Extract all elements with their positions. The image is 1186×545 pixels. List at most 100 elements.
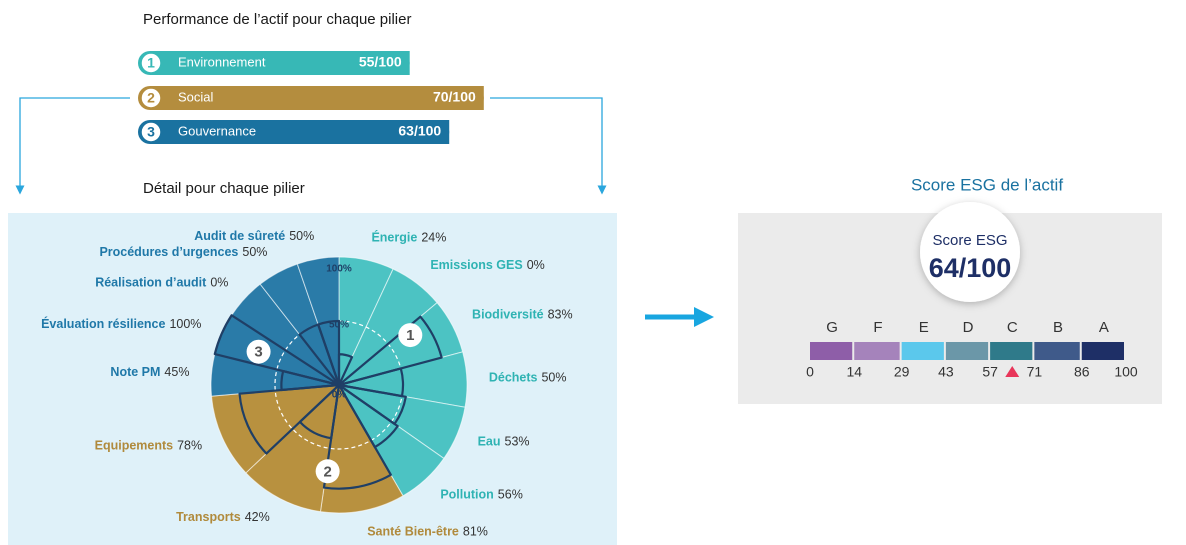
group-number: 3 — [254, 344, 262, 361]
x-tick-label: 86 — [1074, 364, 1090, 380]
value-outline — [317, 319, 341, 387]
slice-label: Emissions GES 0% — [430, 258, 544, 272]
value-outline — [337, 315, 443, 387]
slice-label: Transports 42% — [176, 510, 270, 524]
grade-segment — [854, 342, 900, 360]
category-name: Biodiversité — [472, 308, 544, 322]
score-label: Score ESG — [932, 232, 1007, 249]
grade-label: A — [1099, 319, 1109, 336]
grade-segment — [990, 342, 1033, 360]
slice-label: Note PM 45% — [110, 366, 189, 380]
value-label: 50% — [242, 245, 267, 259]
pillar-bar-end — [150, 86, 484, 110]
value-label: 24% — [421, 231, 446, 245]
category-name: Emissions GES — [430, 258, 522, 272]
group-badge — [315, 459, 340, 484]
group-badge — [246, 339, 271, 364]
value-label: 45% — [164, 366, 189, 380]
slice-label: Déchets 50% — [489, 371, 567, 385]
category-name: Santé Bien-être — [367, 525, 459, 539]
slice-label: Réalisation d’audit 0% — [95, 276, 228, 290]
grade-label: D — [963, 319, 974, 336]
pillar-number: 1 — [147, 55, 155, 71]
pillar-name: Social — [178, 89, 214, 104]
category-name: Pollution — [440, 488, 493, 502]
x-tick-label: 14 — [846, 364, 862, 380]
ring-label: 100% — [326, 264, 352, 275]
category-name: Equipements — [95, 439, 174, 453]
pillars-title: Performance de l’actif pour chaque pilie… — [143, 11, 411, 28]
category-name: Réalisation d’audit — [95, 276, 207, 290]
grade-segment — [1034, 342, 1080, 360]
pillar-number: 3 — [147, 124, 155, 140]
value-label: 83% — [548, 308, 573, 322]
value-label: 50% — [289, 229, 314, 243]
slice-label: Procédures d’urgences 50% — [99, 245, 267, 259]
grade-label: F — [873, 319, 882, 336]
grade-label: E — [919, 319, 929, 336]
grade-label: B — [1053, 319, 1063, 336]
slice — [210, 384, 341, 474]
score-title: Score ESG de l’actif — [911, 175, 1063, 194]
connector — [15, 97, 130, 195]
x-tick-label: 71 — [1027, 364, 1043, 380]
score-marker — [1005, 366, 1020, 377]
value-outline — [238, 383, 341, 455]
grade-segment — [1081, 342, 1124, 360]
value-label: 0% — [210, 276, 228, 290]
pillar-value: 63/100 — [398, 123, 441, 139]
value-label: 100% — [169, 317, 201, 331]
pillar-name: Environnement — [178, 54, 266, 69]
pillar-value: 55/100 — [359, 54, 402, 70]
group-number: 1 — [406, 327, 414, 344]
slice-label: Évaluation résilience 100% — [41, 316, 201, 331]
grade-segment — [901, 342, 944, 360]
x-tick-label: 100 — [1114, 364, 1138, 380]
category-name: Eau — [478, 435, 501, 449]
slice-label: Eau 53% — [478, 435, 530, 449]
pillar-bar-end — [150, 51, 410, 75]
x-tick-label: 43 — [938, 364, 954, 380]
chart-title: Détail pour chaque pilier — [143, 180, 305, 197]
category-name: Procédures d’urgences — [99, 245, 238, 259]
category-name: Transports — [176, 510, 241, 524]
grade-label: C — [1007, 319, 1018, 336]
category-name: Énergie — [371, 230, 417, 245]
category-name: Évaluation résilience — [41, 316, 165, 331]
x-tick-label: 29 — [894, 364, 910, 380]
connector — [490, 97, 607, 195]
group-badge — [398, 323, 423, 348]
pillar-number: 2 — [147, 90, 155, 106]
x-tick-label: 57 — [982, 364, 998, 380]
value-outline — [322, 383, 392, 490]
value-label: 78% — [177, 439, 202, 453]
x-tick-label: 0 — [806, 364, 814, 380]
grade-segment — [945, 342, 989, 360]
slice-label: Santé Bien-être 81% — [367, 525, 488, 539]
pillar-badge — [140, 87, 162, 109]
slice-label: Pollution 56% — [440, 488, 522, 502]
value-outline — [213, 314, 341, 387]
category-name: Note PM — [110, 366, 160, 380]
value-label: 81% — [463, 525, 488, 539]
category-name: Audit de sûreté — [194, 229, 285, 243]
ring-label: 0% — [332, 390, 347, 401]
slice-label: Biodiversité 83% — [472, 308, 573, 322]
value-label: 42% — [245, 510, 270, 524]
slice-label: Énergie 24% — [371, 230, 446, 245]
slice — [245, 383, 340, 513]
pillar-badge — [140, 121, 162, 143]
grade-segment — [810, 342, 853, 360]
pillar-bar-end — [150, 120, 450, 144]
score-badge — [920, 202, 1020, 302]
grade-label: G — [826, 319, 838, 336]
value-label: 56% — [498, 488, 523, 502]
slice — [319, 383, 404, 514]
group-number: 2 — [323, 463, 331, 480]
score-value: 64/100 — [929, 253, 1012, 283]
category-name: Déchets — [489, 371, 538, 385]
pillar-value: 70/100 — [433, 89, 476, 105]
pillar-badge — [140, 52, 162, 74]
slice-label: Audit de sûreté 50% — [194, 229, 314, 243]
